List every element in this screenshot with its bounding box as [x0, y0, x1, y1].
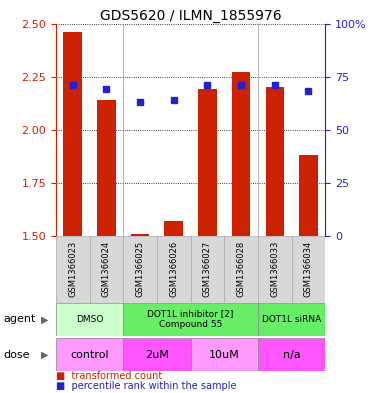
Text: ■  transformed count: ■ transformed count [56, 371, 162, 381]
Bar [56, 303, 123, 336]
Text: 2uM: 2uM [145, 350, 169, 360]
Bar [131, 234, 149, 236]
Text: DOT1L inhibitor [2]
Compound 55: DOT1L inhibitor [2] Compound 55 [147, 309, 234, 329]
Text: DOT1L siRNA: DOT1L siRNA [262, 315, 321, 324]
Bar [123, 236, 157, 303]
Text: GSM1366034: GSM1366034 [304, 241, 313, 298]
Text: ■  percentile rank within the sample: ■ percentile rank within the sample [56, 381, 236, 391]
Bar [224, 236, 258, 303]
Bar [258, 303, 325, 336]
Text: GSM1366023: GSM1366023 [68, 241, 77, 298]
Bar [123, 338, 191, 371]
Text: ▶: ▶ [40, 314, 48, 324]
Bar [56, 236, 89, 303]
Text: dose: dose [4, 350, 30, 360]
Bar [191, 236, 224, 303]
Text: DMSO: DMSO [76, 315, 103, 324]
Text: n/a: n/a [283, 350, 301, 360]
Bar [258, 338, 325, 371]
Text: GSM1366026: GSM1366026 [169, 241, 178, 298]
Title: GDS5620 / ILMN_1855976: GDS5620 / ILMN_1855976 [100, 9, 281, 22]
Bar [198, 89, 217, 236]
Bar [232, 72, 250, 236]
Bar [157, 236, 191, 303]
Bar [258, 236, 292, 303]
Bar [299, 155, 318, 236]
Text: control: control [70, 350, 109, 360]
Text: ▶: ▶ [40, 350, 48, 360]
Text: agent: agent [4, 314, 36, 324]
Bar [89, 236, 123, 303]
Bar [56, 338, 123, 371]
Text: GSM1366024: GSM1366024 [102, 241, 111, 297]
Bar [97, 100, 115, 236]
Text: 10uM: 10uM [209, 350, 239, 360]
Bar [292, 236, 325, 303]
Bar [164, 221, 183, 236]
Bar [123, 303, 258, 336]
Bar [266, 87, 284, 236]
Bar [64, 32, 82, 236]
Text: GSM1366033: GSM1366033 [270, 241, 279, 298]
Bar [191, 338, 258, 371]
Text: GSM1366025: GSM1366025 [136, 241, 144, 297]
Text: GSM1366027: GSM1366027 [203, 241, 212, 298]
Text: GSM1366028: GSM1366028 [237, 241, 246, 298]
